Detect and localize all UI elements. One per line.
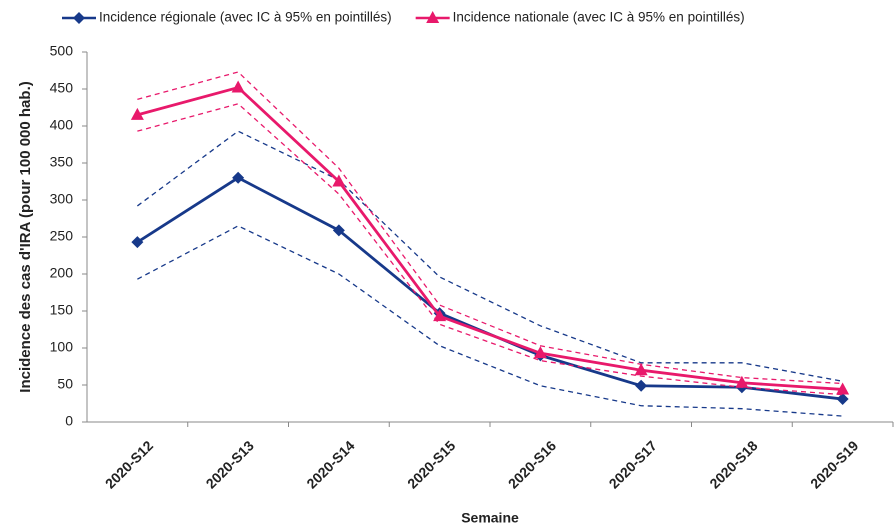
marker (332, 174, 346, 187)
y-tick-label: 50 (57, 376, 73, 392)
x-tick-label: 2020-S19 (807, 437, 861, 491)
marker (131, 236, 144, 249)
y-tick-label: 500 (50, 43, 74, 59)
ci-line (137, 71, 843, 385)
series-line (137, 85, 843, 391)
y-tick-label: 100 (50, 339, 74, 355)
x-tick-label: 2020-S18 (706, 437, 760, 491)
marker (836, 393, 849, 406)
y-tick-label: 400 (50, 117, 74, 133)
ci-line (137, 103, 843, 396)
y-tick-label: 450 (50, 80, 74, 96)
y-tick-label: 0 (65, 413, 73, 429)
marker (426, 11, 440, 23)
marker (232, 171, 245, 184)
marker (735, 375, 749, 388)
x-axis-title: Semaine (461, 510, 519, 526)
marker (433, 309, 447, 322)
legend-label: Incidence régionale (avec IC à 95% en po… (99, 10, 392, 25)
marker (332, 224, 345, 237)
y-tick-label: 200 (50, 265, 74, 281)
marker (73, 12, 85, 24)
ci-line (136, 130, 843, 382)
series-line (136, 176, 843, 401)
y-tick-label: 350 (50, 154, 74, 170)
marker (836, 382, 850, 395)
x-tick-label: 2020-S12 (102, 437, 156, 491)
y-tick-label: 150 (50, 302, 74, 318)
y-tick-label: 300 (50, 191, 74, 207)
x-tick-label: 2020-S14 (303, 437, 357, 491)
legend-label: Incidence nationale (avec IC à 95% en po… (453, 10, 745, 25)
marker (231, 80, 245, 93)
marker (635, 379, 648, 392)
x-tick-label: 2020-S13 (203, 437, 257, 491)
x-tick-label: 2020-S15 (404, 437, 458, 491)
marker (634, 363, 648, 376)
marker (533, 346, 547, 359)
x-tick-label: 2020-S17 (606, 437, 660, 491)
marker (130, 107, 144, 120)
x-tick-label: 2020-S16 (505, 437, 559, 491)
y-tick-label: 250 (50, 228, 74, 244)
y-axis-title: Incidence des cas d'IRA (pour 100 000 ha… (17, 81, 34, 392)
